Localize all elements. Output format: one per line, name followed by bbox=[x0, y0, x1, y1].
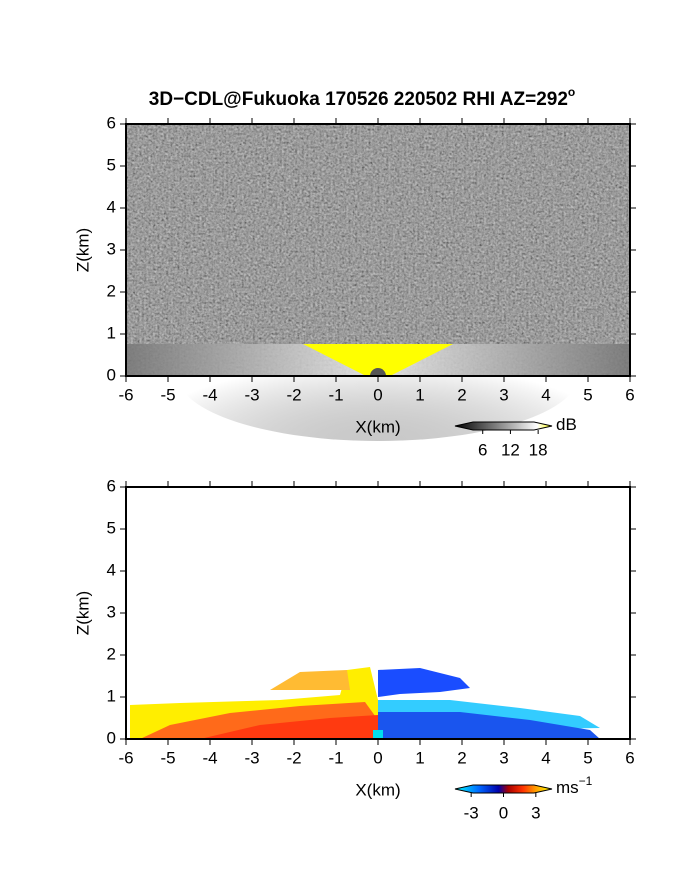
x-tick-label: 3 bbox=[499, 385, 508, 404]
x-tick-label: -1 bbox=[328, 385, 343, 404]
y-axis-label: Z(km) bbox=[73, 591, 92, 635]
x-tick-label: 3 bbox=[499, 748, 508, 767]
x-tick-label: 0 bbox=[373, 385, 382, 404]
x-tick-label: -2 bbox=[286, 748, 301, 767]
colorbar-tick-label: 6 bbox=[478, 440, 487, 459]
colorbar bbox=[454, 784, 553, 794]
title-text: 3D−CDL@Fukuoka 170526 220502 RHI AZ=292 bbox=[149, 89, 568, 110]
x-tick-label: -6 bbox=[118, 385, 133, 404]
x-tick-label: 1 bbox=[415, 748, 424, 767]
x-tick-label: 0 bbox=[373, 748, 382, 767]
chart-title: 3D−CDL@Fukuoka 170526 220502 RHI AZ=292o bbox=[149, 85, 576, 110]
y-tick-label: 3 bbox=[107, 602, 116, 621]
y-tick-label: 0 bbox=[107, 728, 116, 747]
x-tick-label: -3 bbox=[244, 385, 259, 404]
y-tick-label: 1 bbox=[107, 686, 116, 705]
unit-text: ms bbox=[556, 778, 579, 797]
x-tick-label: 5 bbox=[583, 385, 592, 404]
y-tick-label: 6 bbox=[107, 113, 116, 132]
y-tick-label: 2 bbox=[107, 644, 116, 663]
x-tick-label: -3 bbox=[244, 748, 259, 767]
x-axis-label: X(km) bbox=[355, 780, 400, 799]
x-tick-label: 2 bbox=[457, 385, 466, 404]
x-tick-label: -1 bbox=[328, 748, 343, 767]
colorbar-unit: dB bbox=[556, 415, 577, 434]
title-superscript: o bbox=[568, 85, 575, 99]
colorbar-tick-label: 0 bbox=[499, 803, 508, 822]
y-tick-label: 5 bbox=[107, 155, 116, 174]
x-tick-label: -2 bbox=[286, 385, 301, 404]
y-tick-label: 3 bbox=[107, 239, 116, 258]
x-tick-label: 6 bbox=[625, 385, 634, 404]
x-tick-label: 4 bbox=[541, 385, 550, 404]
y-tick-label: 0 bbox=[107, 365, 116, 384]
colorbar-tick-label: 12 bbox=[501, 440, 520, 459]
x-tick-label: 4 bbox=[541, 748, 550, 767]
x-tick-label: -5 bbox=[160, 748, 175, 767]
colorbar-tick-label: 18 bbox=[529, 440, 548, 459]
unit-superscript: −1 bbox=[579, 774, 593, 788]
y-tick-label: 4 bbox=[107, 197, 116, 216]
colorbar bbox=[454, 421, 553, 431]
x-tick-label: 5 bbox=[583, 748, 592, 767]
colorbar-tick-label: -3 bbox=[464, 803, 479, 822]
x-tick-label: -4 bbox=[202, 748, 217, 767]
y-tick-label: 4 bbox=[107, 560, 116, 579]
y-axis-label: Z(km) bbox=[73, 228, 92, 272]
x-tick-label: -4 bbox=[202, 385, 217, 404]
velocity-field bbox=[130, 667, 600, 739]
x-tick-label: -6 bbox=[118, 748, 133, 767]
x-tick-label: 2 bbox=[457, 748, 466, 767]
y-tick-label: 5 bbox=[107, 518, 116, 537]
colorbar-unit: ms−1 bbox=[556, 774, 593, 797]
y-tick-label: 1 bbox=[107, 323, 116, 342]
colorbar-tick-label: 3 bbox=[531, 803, 540, 822]
x-tick-label: 1 bbox=[415, 385, 424, 404]
y-tick-label: 6 bbox=[107, 476, 116, 495]
x-tick-label: 6 bbox=[625, 748, 634, 767]
x-axis-label: X(km) bbox=[355, 417, 400, 436]
x-tick-label: -5 bbox=[160, 385, 175, 404]
unit-text: dB bbox=[556, 415, 577, 434]
y-tick-label: 2 bbox=[107, 281, 116, 300]
